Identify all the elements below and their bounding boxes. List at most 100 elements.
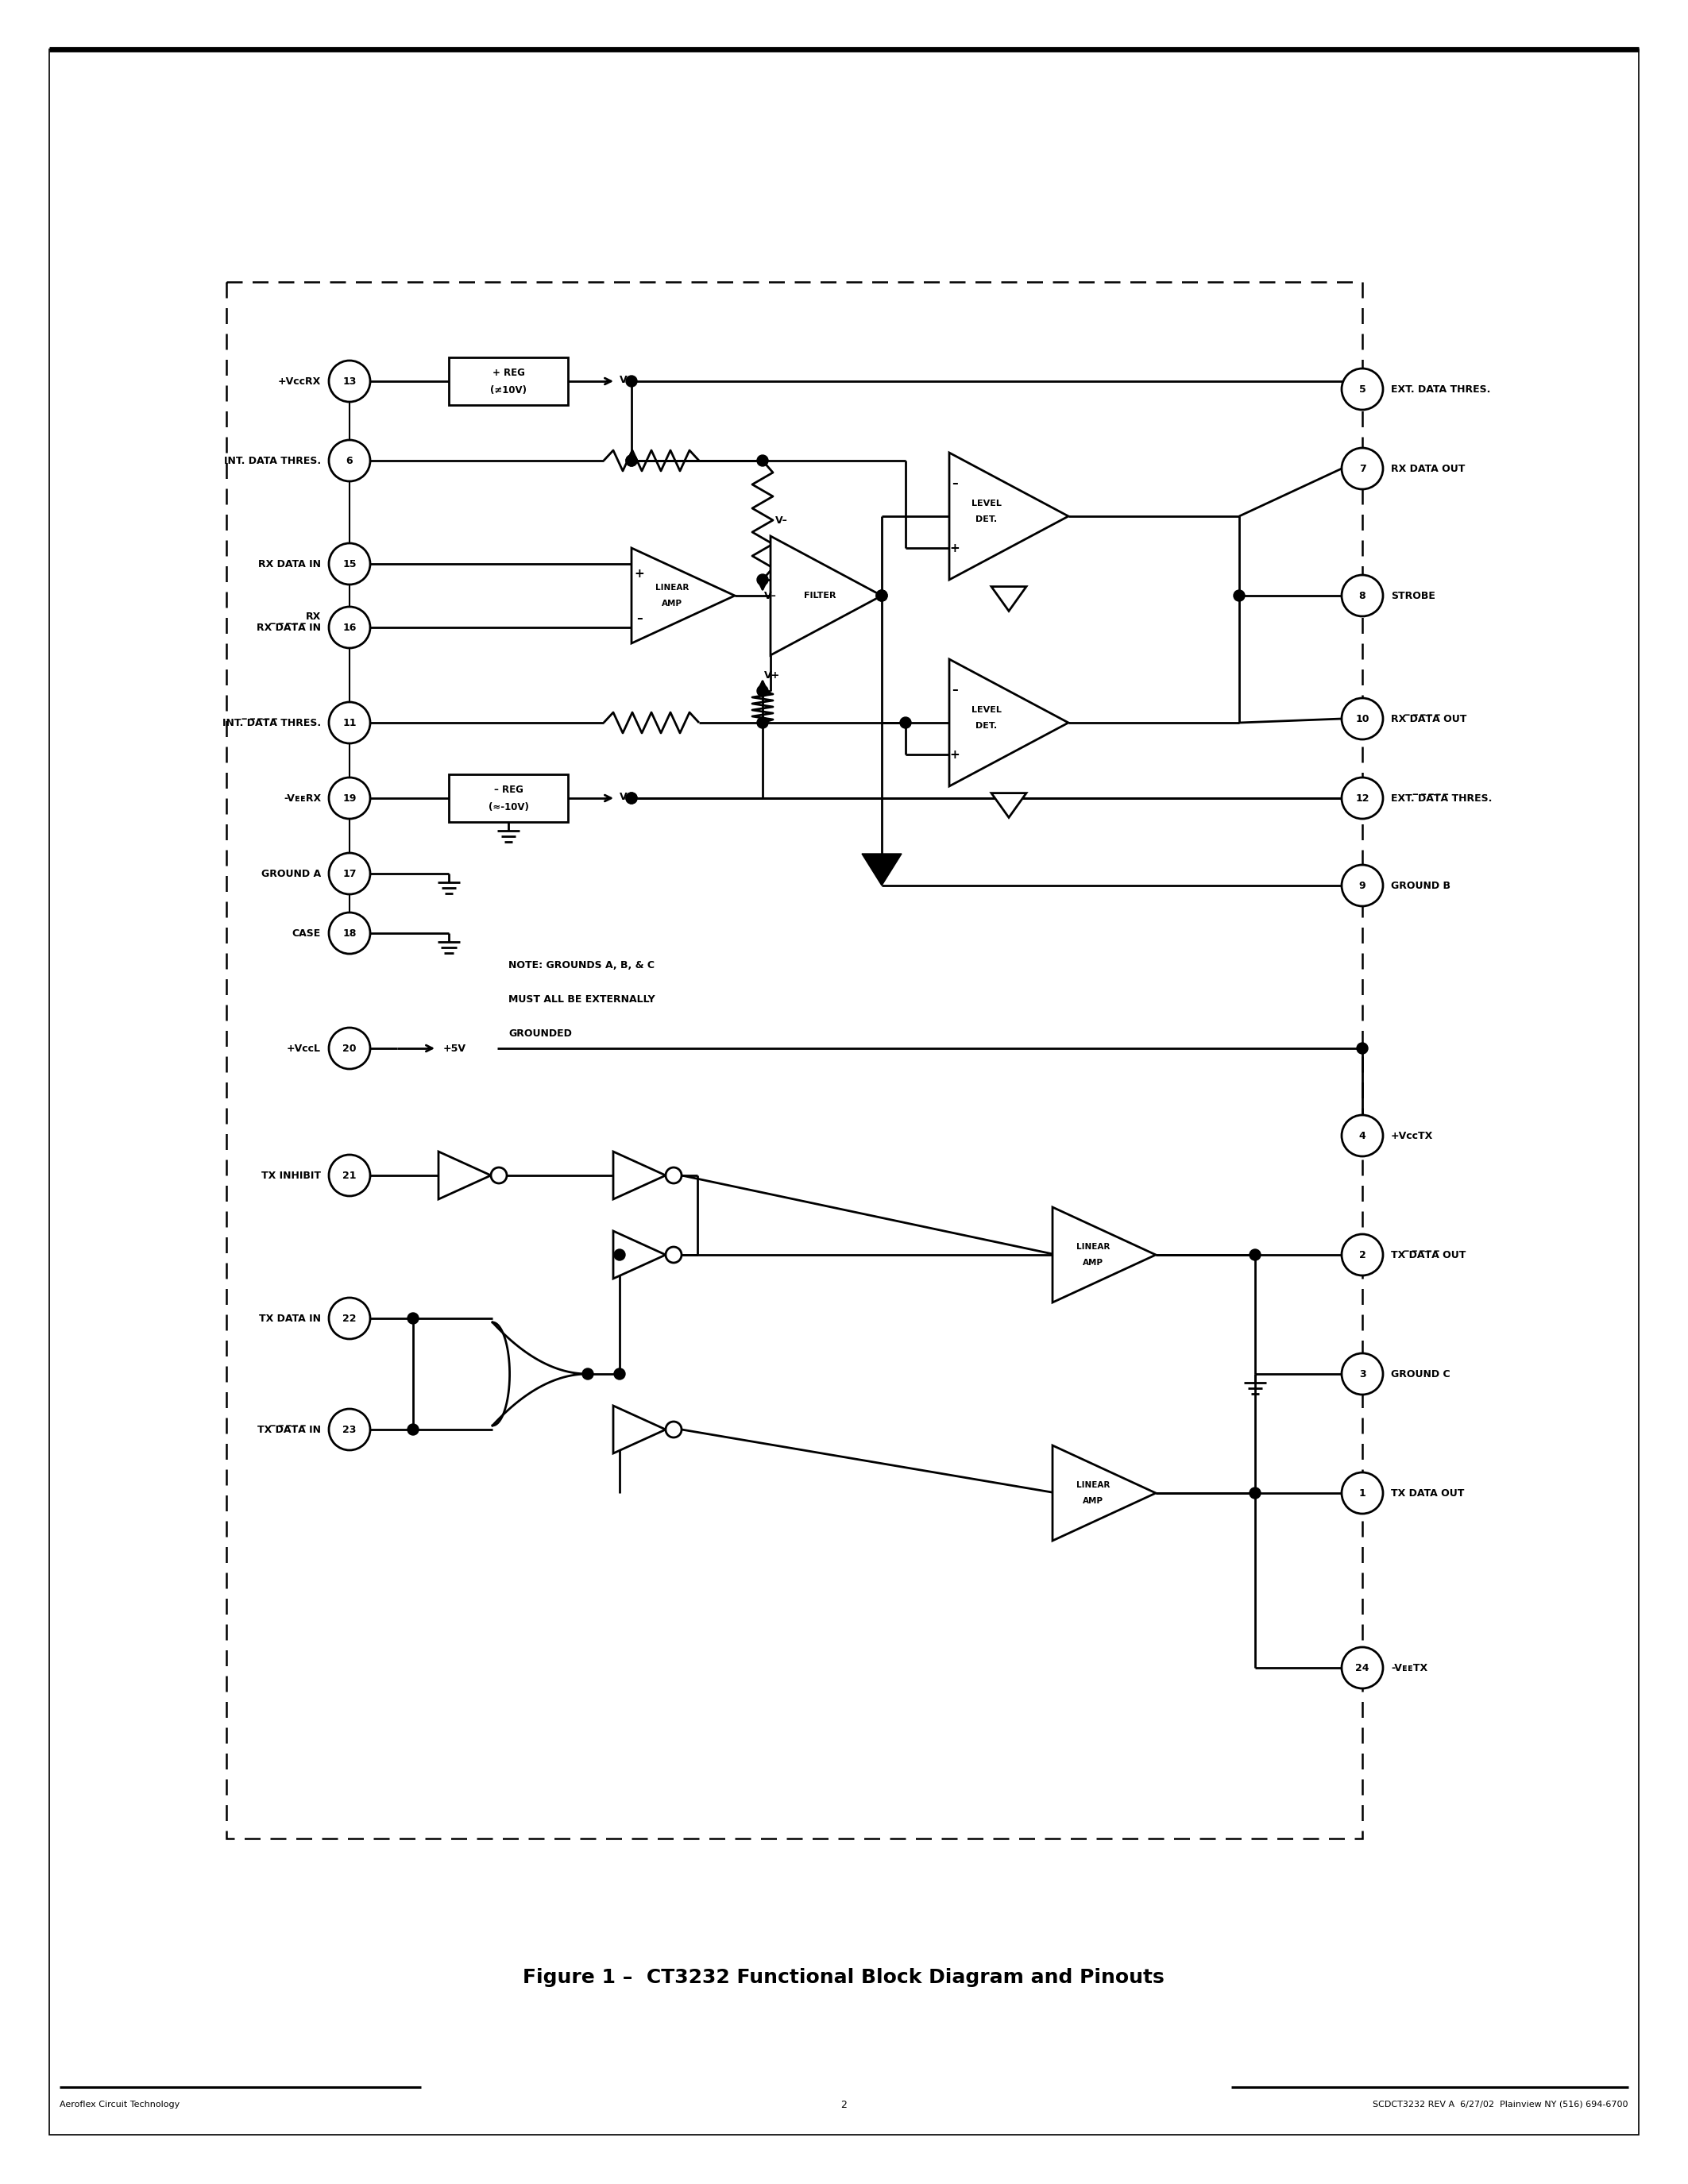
Text: LEVEL: LEVEL xyxy=(972,500,1001,507)
Text: 9: 9 xyxy=(1359,880,1366,891)
Text: V–: V– xyxy=(775,515,788,526)
Text: EXT. DATA THRES.: EXT. DATA THRES. xyxy=(1391,384,1491,395)
Polygon shape xyxy=(631,548,734,644)
Text: GROUND C: GROUND C xyxy=(1391,1369,1450,1378)
Circle shape xyxy=(329,360,370,402)
Text: –: – xyxy=(952,684,957,695)
Circle shape xyxy=(1342,1472,1382,1514)
Text: 2: 2 xyxy=(841,2099,847,2110)
Circle shape xyxy=(491,1168,506,1184)
Polygon shape xyxy=(1053,1208,1156,1302)
Text: +5V: +5V xyxy=(444,1044,466,1053)
Text: 23: 23 xyxy=(343,1424,356,1435)
Circle shape xyxy=(876,590,888,601)
Circle shape xyxy=(329,1029,370,1068)
Circle shape xyxy=(1342,1116,1382,1155)
Text: 20: 20 xyxy=(343,1044,356,1053)
Polygon shape xyxy=(1053,1446,1156,1540)
Text: RX: RX xyxy=(306,612,321,622)
Text: LINEAR: LINEAR xyxy=(655,583,689,592)
Text: V+: V+ xyxy=(619,373,636,384)
Circle shape xyxy=(614,1249,625,1260)
Text: NOTE: GROUNDS A, B, & C: NOTE: GROUNDS A, B, & C xyxy=(508,959,655,970)
Text: GROUND B: GROUND B xyxy=(1391,880,1450,891)
Circle shape xyxy=(614,1369,625,1380)
Text: 12: 12 xyxy=(1355,793,1369,804)
Text: RX ̅D̅A̅T̅A̅ IN: RX ̅D̅A̅T̅A̅ IN xyxy=(257,622,321,633)
Polygon shape xyxy=(991,587,1026,612)
Text: SCDCT3232 REV A  6/27/02  Plainview NY (516) 694-6700: SCDCT3232 REV A 6/27/02 Plainview NY (51… xyxy=(1372,2101,1629,2108)
Text: FILTER: FILTER xyxy=(803,592,836,601)
Circle shape xyxy=(1342,448,1382,489)
Circle shape xyxy=(665,1168,682,1184)
Bar xyxy=(449,358,567,404)
Circle shape xyxy=(1342,1354,1382,1396)
Text: DET.: DET. xyxy=(976,723,998,729)
Bar xyxy=(226,282,1362,1839)
Text: TX INHIBIT: TX INHIBIT xyxy=(262,1171,321,1182)
Text: EXT. ̅D̅A̅T̅A̅ THRES.: EXT. ̅D̅A̅T̅A̅ THRES. xyxy=(1391,793,1492,804)
Text: 4: 4 xyxy=(1359,1131,1366,1140)
Circle shape xyxy=(407,1313,419,1324)
Circle shape xyxy=(1342,1647,1382,1688)
Text: Figure 1 –  CT3232 Functional Block Diagram and Pinouts: Figure 1 – CT3232 Functional Block Diagr… xyxy=(523,1968,1165,1987)
Polygon shape xyxy=(613,1232,665,1278)
Polygon shape xyxy=(613,1406,665,1452)
Text: RX ̅D̅A̅T̅A̅ OUT: RX ̅D̅A̅T̅A̅ OUT xyxy=(1391,714,1467,723)
Circle shape xyxy=(1249,1249,1261,1260)
Text: AMP: AMP xyxy=(1082,1496,1104,1505)
Text: DET.: DET. xyxy=(976,515,998,524)
Circle shape xyxy=(626,376,636,387)
Text: CASE: CASE xyxy=(292,928,321,939)
Text: 11: 11 xyxy=(343,719,356,727)
Text: AMP: AMP xyxy=(662,601,682,607)
Circle shape xyxy=(329,1409,370,1450)
Text: – REG: – REG xyxy=(493,784,523,795)
Text: GROUNDED: GROUNDED xyxy=(508,1029,572,1037)
Circle shape xyxy=(876,590,888,601)
Text: 2: 2 xyxy=(1359,1249,1366,1260)
Text: MUST ALL BE EXTERNALLY: MUST ALL BE EXTERNALLY xyxy=(508,994,655,1005)
Polygon shape xyxy=(770,535,881,655)
Text: 18: 18 xyxy=(343,928,356,939)
Text: TX ̅D̅A̅T̅A̅ IN: TX ̅D̅A̅T̅A̅ IN xyxy=(257,1424,321,1435)
Text: RX DATA IN: RX DATA IN xyxy=(258,559,321,570)
Text: 17: 17 xyxy=(343,869,356,878)
Circle shape xyxy=(626,793,636,804)
Text: V–: V– xyxy=(765,590,776,601)
Text: 3: 3 xyxy=(1359,1369,1366,1378)
Text: LINEAR: LINEAR xyxy=(1077,1243,1111,1251)
Circle shape xyxy=(582,1369,594,1380)
Circle shape xyxy=(329,778,370,819)
Circle shape xyxy=(329,1155,370,1197)
Text: V–: V– xyxy=(619,791,631,802)
Text: TX DATA OUT: TX DATA OUT xyxy=(1391,1487,1463,1498)
Circle shape xyxy=(329,701,370,743)
Polygon shape xyxy=(991,793,1026,817)
Text: -VᴇᴇRX: -VᴇᴇRX xyxy=(284,793,321,804)
Text: 21: 21 xyxy=(343,1171,356,1182)
Polygon shape xyxy=(493,1321,587,1426)
Text: + REG: + REG xyxy=(493,367,525,378)
Text: +VᴄᴄL: +VᴄᴄL xyxy=(287,1044,321,1053)
Text: 22: 22 xyxy=(343,1313,356,1324)
Text: +: + xyxy=(950,749,960,760)
Text: 15: 15 xyxy=(343,559,356,570)
Polygon shape xyxy=(613,1151,665,1199)
Text: 10: 10 xyxy=(1355,714,1369,723)
Circle shape xyxy=(1249,1487,1261,1498)
Circle shape xyxy=(626,793,636,804)
Text: +: + xyxy=(635,568,645,579)
Bar xyxy=(449,775,567,821)
Circle shape xyxy=(329,544,370,585)
Circle shape xyxy=(756,686,768,697)
Text: +: + xyxy=(950,542,960,555)
Text: 1: 1 xyxy=(1359,1487,1366,1498)
Text: 6: 6 xyxy=(346,456,353,465)
Circle shape xyxy=(1342,778,1382,819)
Circle shape xyxy=(329,1297,370,1339)
Text: INT. ̅D̅A̅T̅A̅ THRES.: INT. ̅D̅A̅T̅A̅ THRES. xyxy=(223,719,321,727)
Text: AMP: AMP xyxy=(1082,1258,1104,1267)
Circle shape xyxy=(329,913,370,954)
Circle shape xyxy=(1342,865,1382,906)
